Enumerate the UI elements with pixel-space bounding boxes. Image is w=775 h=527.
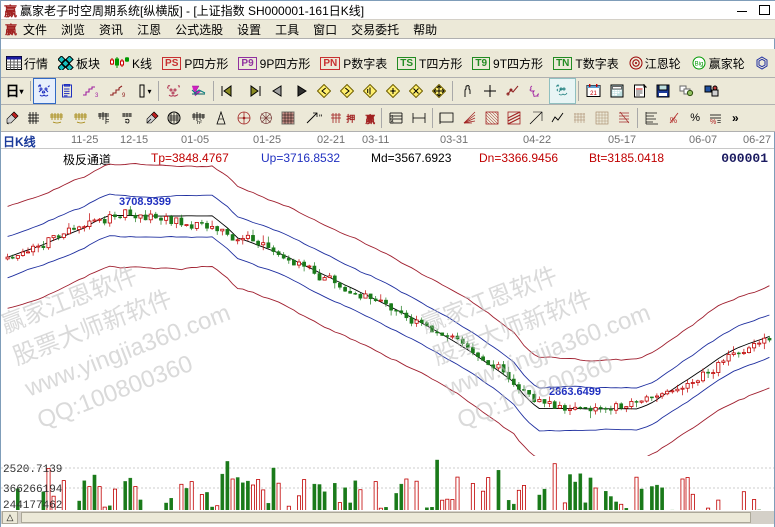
svg-text:21: 21 bbox=[590, 91, 597, 97]
svg-text:n²: n² bbox=[197, 120, 202, 125]
svg-text:9: 9 bbox=[122, 93, 126, 98]
svg-text:%: % bbox=[670, 116, 677, 125]
svg-text:%: % bbox=[710, 119, 716, 125]
svg-text:Big: Big bbox=[694, 62, 703, 68]
svg-text:F: F bbox=[105, 119, 109, 125]
svg-text:3: 3 bbox=[95, 93, 99, 98]
svg-text:=: = bbox=[717, 119, 721, 125]
svg-text:5: 5 bbox=[391, 120, 394, 125]
